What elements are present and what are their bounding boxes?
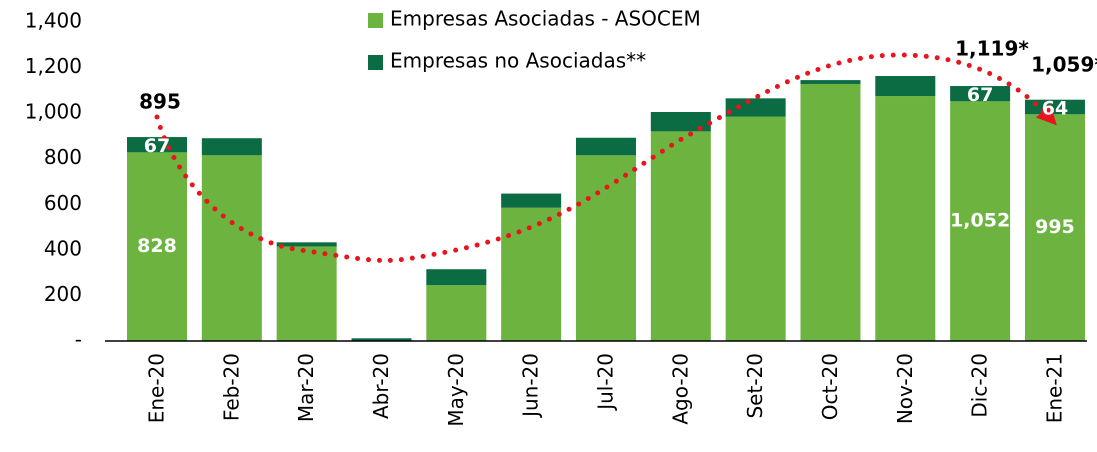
x-tick-label: May-20 xyxy=(444,353,468,427)
bar-segment xyxy=(800,80,861,84)
bar-segment xyxy=(276,242,337,247)
annotation: 1,059* xyxy=(1031,53,1097,77)
bar-segment xyxy=(426,269,487,286)
x-tick-label: Oct-20 xyxy=(818,353,842,420)
legend-swatch xyxy=(368,55,383,70)
bar-segment xyxy=(950,86,1011,102)
x-tick-label: Set-20 xyxy=(743,353,767,419)
bar-segment xyxy=(501,193,562,208)
x-tick-label: Mar-20 xyxy=(294,353,318,422)
bar-segment xyxy=(875,76,936,97)
y-tick-label: - xyxy=(75,328,82,352)
bar-segment xyxy=(725,98,786,117)
x-tick-label: Ene-21 xyxy=(1042,353,1066,423)
y-tick-label: 1,200 xyxy=(25,54,82,78)
x-tick-label: Abr-20 xyxy=(369,353,393,419)
x-tick-label: Jun-20 xyxy=(519,353,543,419)
x-tick-label: Dic-20 xyxy=(968,353,992,418)
bar-segment xyxy=(127,152,187,341)
bar-segment xyxy=(650,112,711,132)
legend-label: Empresas Asociadas - ASOCEM xyxy=(390,7,701,31)
trend-curve xyxy=(154,52,1057,263)
data-label: 67 xyxy=(967,84,993,106)
y-tick-label: 200 xyxy=(44,282,82,306)
bar-segment xyxy=(127,137,187,153)
bar-segment xyxy=(1024,114,1085,342)
bar-segment xyxy=(201,155,262,341)
y-tick-label: 600 xyxy=(44,191,82,215)
bar-segment xyxy=(875,96,936,341)
x-tick-label: Feb-20 xyxy=(219,353,243,421)
bar-segment xyxy=(276,246,337,341)
bar-segment xyxy=(575,137,636,156)
x-tick-label: Nov-20 xyxy=(893,353,917,424)
bar-segment xyxy=(426,285,487,341)
bar-segment xyxy=(650,131,711,341)
bar-segment xyxy=(575,155,636,341)
y-tick-label: 1,400 xyxy=(25,9,82,33)
data-label: 995 xyxy=(1035,216,1075,238)
bar-segment xyxy=(800,83,861,341)
data-label: 1,052 xyxy=(950,210,1010,232)
bars xyxy=(127,76,1085,342)
y-tick-label: 400 xyxy=(44,236,82,260)
bar-segment xyxy=(201,138,262,156)
bar-segment xyxy=(501,207,562,341)
bar-segment xyxy=(950,101,1011,342)
x-tick-label: Ene-20 xyxy=(145,353,169,423)
y-tick-label: 1,000 xyxy=(25,100,82,124)
bar-segment xyxy=(351,338,412,341)
annotation: 895 xyxy=(139,90,181,114)
bar-segment xyxy=(725,116,786,341)
annotation: 1,119* xyxy=(955,37,1029,61)
data-label: 828 xyxy=(137,235,177,257)
data-label: 64 xyxy=(1042,97,1068,119)
x-tick-label: Jul-20 xyxy=(593,353,617,412)
y-tick-label: 800 xyxy=(44,145,82,169)
legend-swatch xyxy=(368,13,383,28)
x-tick-label: Ago-20 xyxy=(668,353,692,425)
legend-label: Empresas no Asociadas** xyxy=(390,49,646,73)
data-label: 67 xyxy=(144,135,170,157)
